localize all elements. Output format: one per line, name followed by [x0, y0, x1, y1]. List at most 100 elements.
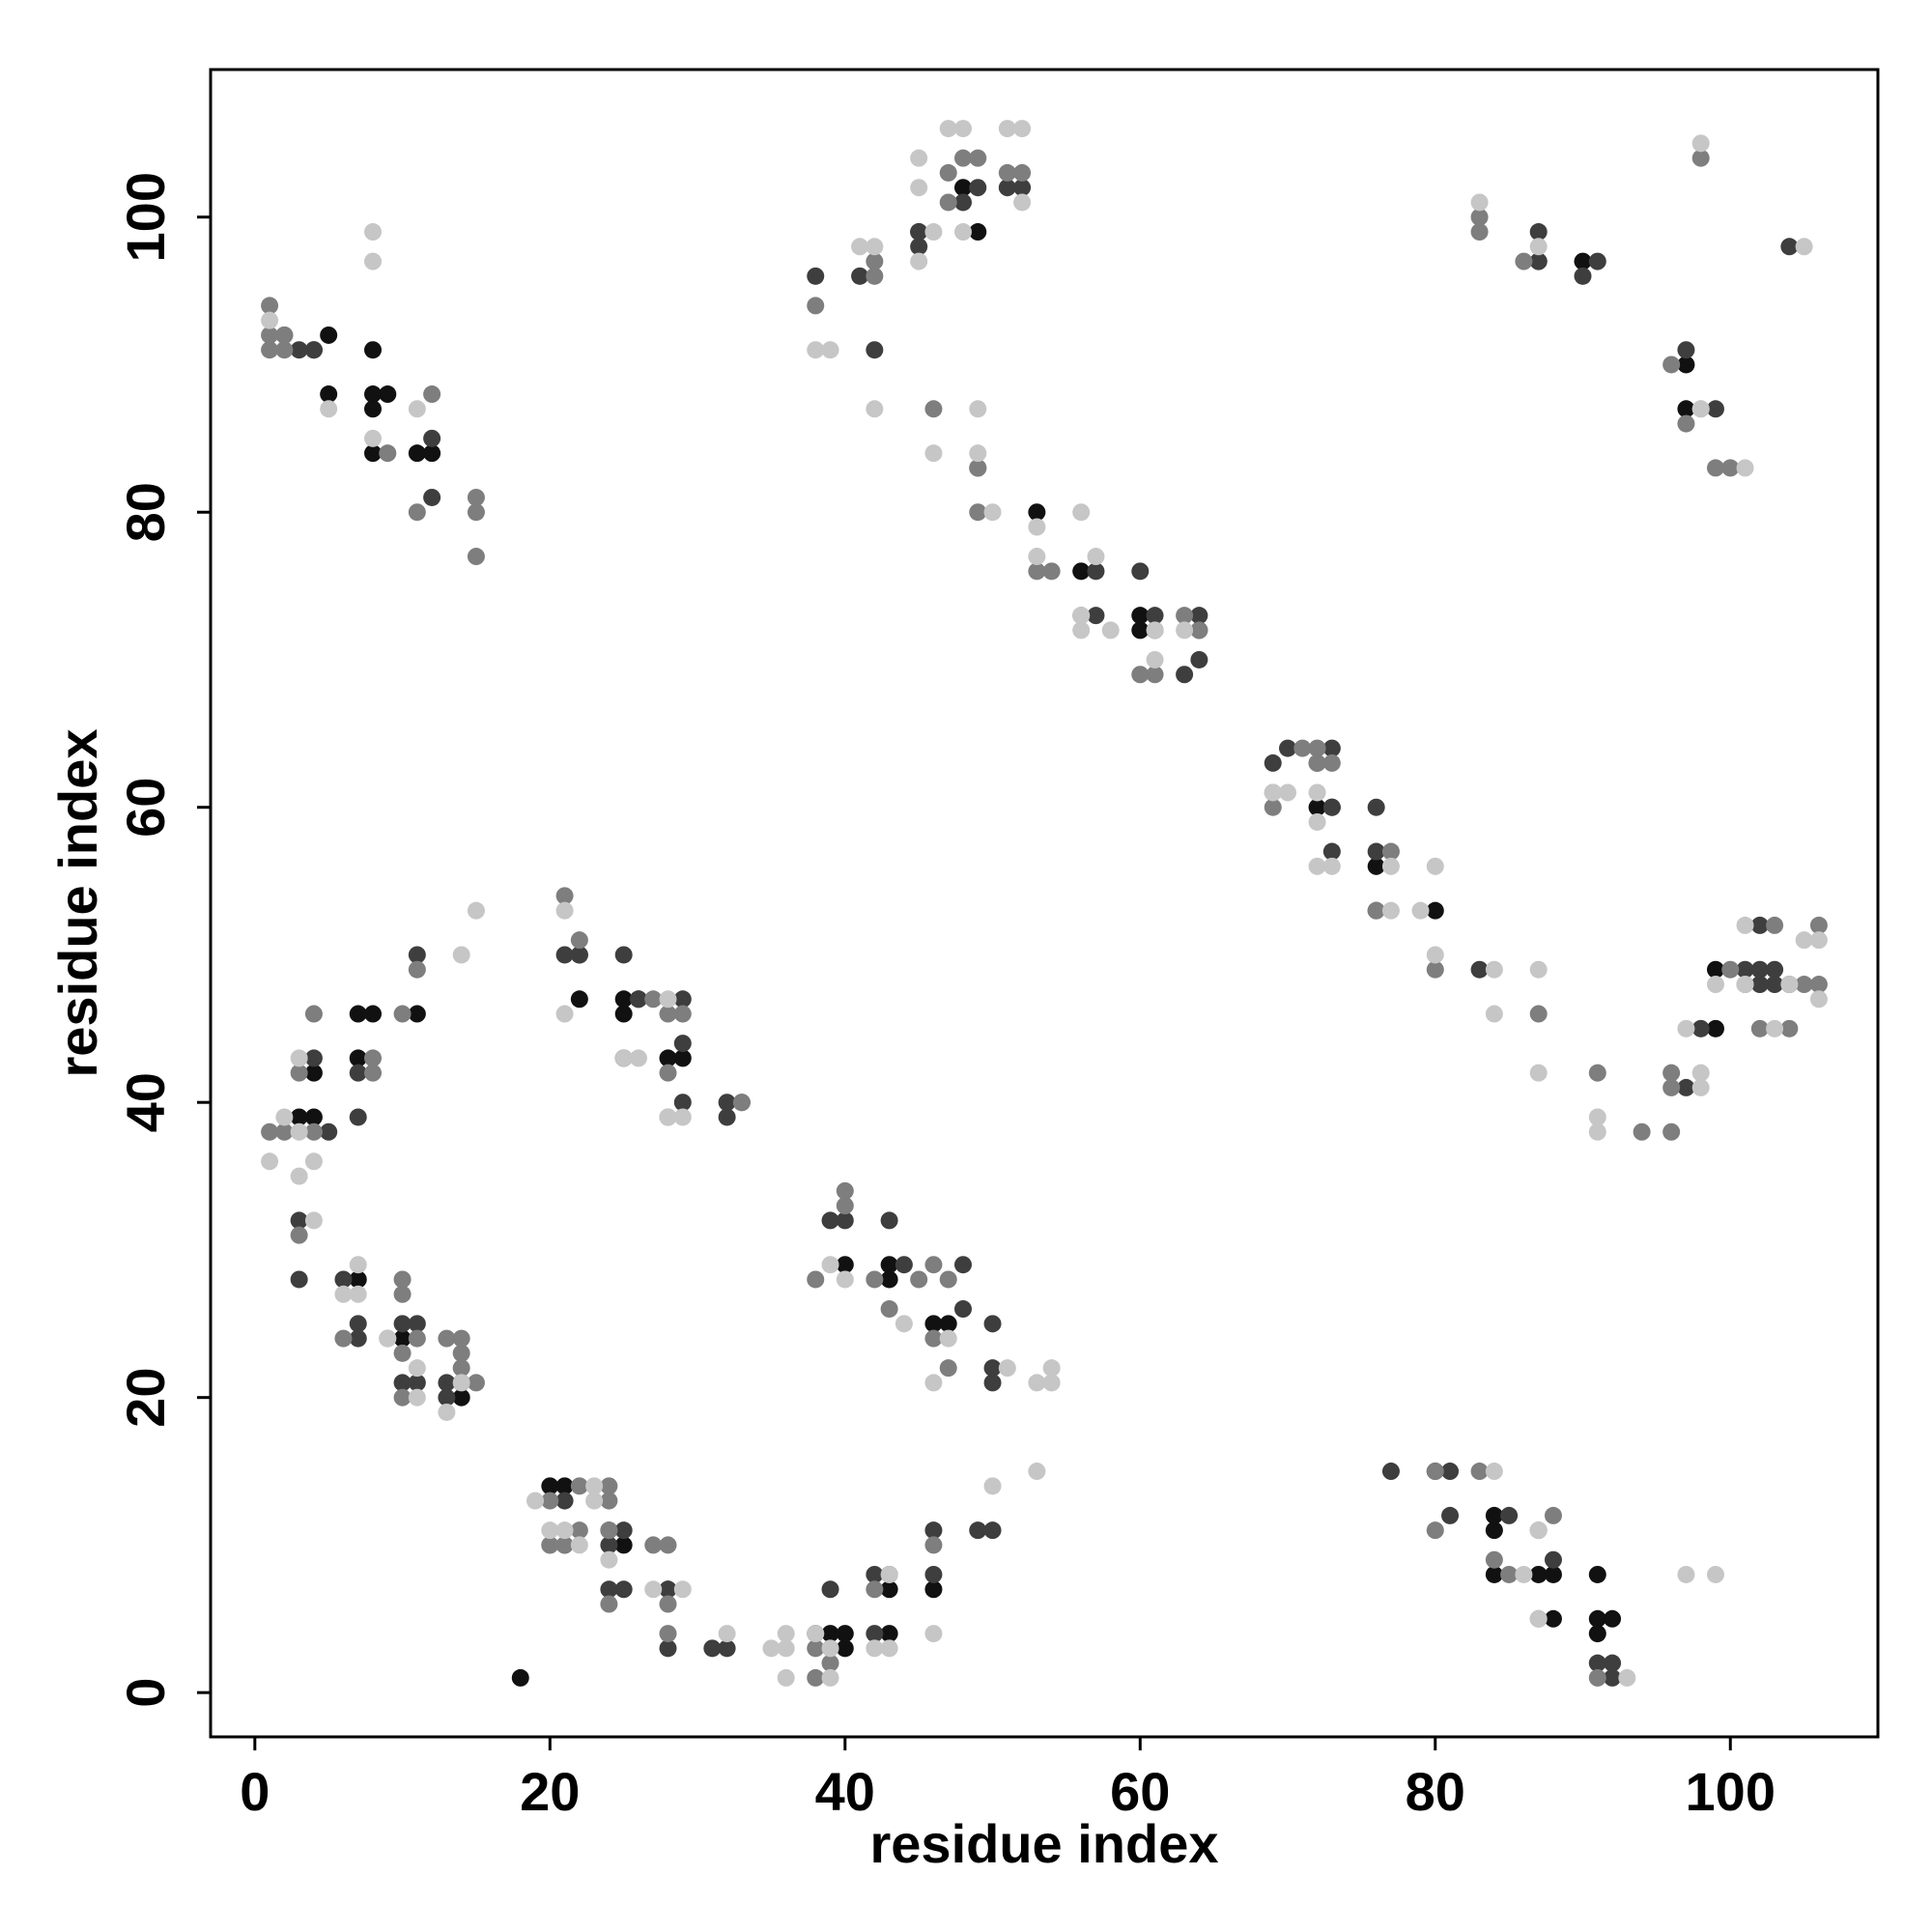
data-point [1706, 459, 1724, 477]
data-point [924, 1329, 943, 1348]
data-point [1706, 1019, 1724, 1037]
data-point [320, 326, 338, 344]
data-point [1264, 783, 1282, 802]
data-point [1146, 666, 1164, 684]
data-point [821, 1668, 839, 1687]
data-point [1795, 238, 1813, 256]
data-point [393, 1005, 412, 1023]
data-point [1131, 607, 1150, 625]
data-point [1426, 1463, 1444, 1481]
points-layer [261, 120, 1828, 1687]
data-point [1381, 842, 1400, 861]
data-point [1500, 1565, 1519, 1583]
data-point [762, 1639, 781, 1658]
data-point [807, 297, 825, 315]
data-point [393, 1270, 412, 1289]
data-point [349, 1108, 367, 1126]
data-point [1013, 179, 1032, 197]
data-point [866, 1639, 884, 1658]
data-point [290, 1226, 308, 1244]
data-point [1087, 607, 1105, 625]
data-point [290, 1270, 308, 1289]
data-point [659, 1639, 677, 1658]
data-point [379, 385, 397, 404]
data-point [555, 946, 574, 964]
data-point [939, 1329, 957, 1348]
data-point [1618, 1668, 1636, 1687]
data-point [1322, 753, 1341, 772]
data-point [1131, 621, 1150, 639]
data-point [673, 1035, 692, 1053]
data-point [408, 1374, 426, 1392]
data-point [953, 179, 972, 197]
data-point [408, 1329, 426, 1348]
data-point [1780, 238, 1799, 256]
data-point [1101, 621, 1120, 639]
data-point [614, 946, 633, 964]
data-point [1308, 783, 1326, 802]
data-point [467, 1374, 485, 1392]
data-point [895, 1256, 913, 1274]
data-point [866, 1580, 884, 1599]
data-point [1766, 976, 1784, 994]
data-point [1529, 1064, 1548, 1082]
data-point [1441, 1463, 1460, 1481]
data-point [1146, 650, 1164, 668]
data-point [969, 179, 987, 197]
data-point [1042, 562, 1061, 581]
data-point [718, 1108, 736, 1126]
data-point [614, 1049, 633, 1067]
data-point [1544, 1550, 1562, 1569]
data-point [541, 1477, 559, 1495]
data-point [290, 1167, 308, 1185]
data-point [364, 252, 383, 270]
data-point [364, 429, 383, 447]
data-point [334, 1270, 353, 1289]
data-point [275, 1122, 294, 1141]
data-point [364, 400, 383, 418]
data-point [1529, 1521, 1548, 1540]
data-point [467, 503, 485, 522]
data-point [1293, 739, 1312, 757]
data-point [614, 1536, 633, 1554]
data-point [807, 1270, 825, 1289]
x-tick-label: 100 [1686, 1761, 1776, 1822]
data-point [1677, 355, 1695, 374]
data-point [836, 1270, 854, 1289]
data-point [1588, 252, 1606, 270]
data-point [1604, 1654, 1622, 1672]
data-point [1795, 976, 1813, 994]
data-point [290, 341, 308, 359]
data-point [1588, 1122, 1606, 1141]
data-point [1426, 857, 1444, 875]
data-point [304, 341, 323, 359]
data-point [349, 1049, 367, 1067]
data-point [1529, 960, 1548, 979]
data-point [910, 238, 928, 256]
data-point [1485, 960, 1503, 979]
data-point [1072, 607, 1091, 625]
data-point [866, 341, 884, 359]
data-point [408, 400, 426, 418]
data-point [880, 1211, 898, 1230]
data-point [1279, 739, 1297, 757]
data-point [1426, 946, 1444, 964]
data-point [1515, 252, 1533, 270]
data-point [555, 1536, 574, 1554]
data-point [1750, 1019, 1769, 1037]
data-point [452, 1344, 470, 1362]
data-point [555, 887, 574, 905]
data-point [1809, 976, 1828, 994]
data-point [452, 1388, 470, 1406]
data-point [393, 1285, 412, 1303]
data-point [1529, 252, 1548, 270]
data-point [304, 1152, 323, 1171]
data-point [969, 503, 987, 522]
data-point [570, 931, 588, 950]
data-point [1087, 562, 1105, 581]
data-point [526, 1492, 545, 1510]
data-point [261, 311, 279, 329]
data-point [1691, 400, 1710, 418]
data-point [1264, 753, 1282, 772]
